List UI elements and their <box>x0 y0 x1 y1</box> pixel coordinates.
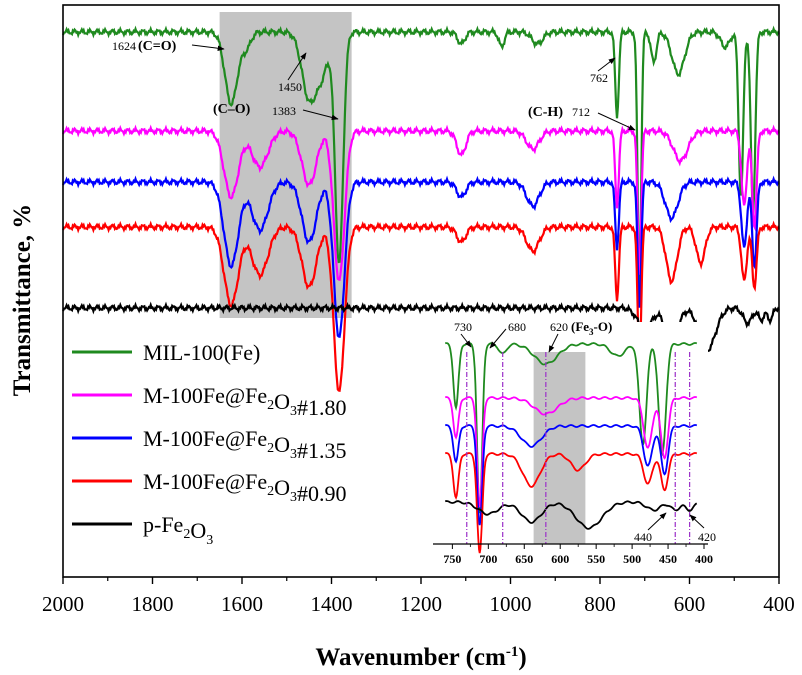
x-tick-label: 800 <box>584 592 616 616</box>
annotation-680: 680 <box>508 320 526 334</box>
annotation-ch: (C-H) <box>528 105 563 120</box>
series-line-pfe <box>61 301 780 353</box>
annotation-420: 420 <box>698 530 716 544</box>
inset-shaded-region <box>533 352 586 544</box>
annotation-1450: 1450 <box>278 80 302 94</box>
annotation-1624: 1624 (C=O) <box>112 39 177 54</box>
inset-x-tick-label: 750 <box>443 552 461 566</box>
x-tick-label: 1200 <box>400 592 442 616</box>
inset-annotations: 730 680 620 (Fe3-O) 440 420 <box>454 319 716 544</box>
x-axis-label: Wavenumber (cm-1) <box>315 644 526 671</box>
series-line-m180 <box>61 124 780 282</box>
annotation-730: 730 <box>454 320 472 334</box>
x-tick-label: 1000 <box>490 592 532 616</box>
annotation-440: 440 <box>634 530 652 544</box>
annotation-620: 620 (Fe3-O) <box>550 319 612 337</box>
inset-x-tick-label: 600 <box>551 552 569 566</box>
annotation-712: 712 <box>572 105 590 119</box>
legend-label-pfe: p-Fe2O3 <box>143 512 213 548</box>
annotation-co: (C–O) <box>213 102 251 117</box>
annotation-arrow <box>597 112 636 131</box>
inset-series-line-m180 <box>444 396 698 508</box>
annotation-1383: 1383 <box>272 104 296 118</box>
inset-x-tick-label: 500 <box>623 552 641 566</box>
inset-x-tick-label: 700 <box>479 552 497 566</box>
inset-series-line-mil <box>444 342 698 514</box>
inset-x-tick-label: 400 <box>695 552 713 566</box>
legend-label-m180: M-100Fe@Fe2O3#1.80 <box>143 383 347 420</box>
series-line-mil <box>61 25 780 287</box>
x-tick-label: 600 <box>674 592 706 616</box>
inset-series-line-m090 <box>444 452 698 554</box>
x-tick-label: 1800 <box>132 592 174 616</box>
legend: MIL-100(Fe) M-100Fe@Fe2O3#1.80 M-100Fe@Fe2… <box>72 340 347 548</box>
x-tick-label: 400 <box>763 592 795 616</box>
legend-label-m090: M-100Fe@Fe2O3#0.90 <box>143 469 347 506</box>
peak-annotations: 1624 (C=O) 1450 (C–O) 1383 762 (C-H) 712 <box>112 39 636 131</box>
inset-series-line-m135 <box>444 424 698 526</box>
series-line-m135 <box>61 175 780 339</box>
x-tick-label: 1400 <box>311 592 353 616</box>
annotation-arrow <box>191 44 225 51</box>
inset-chart: 750 700 650 600 550 500 450 400 730 680 620 (Fe3… <box>433 319 716 566</box>
x-tick-label: 2000 <box>42 592 84 616</box>
inset-x-tick-label: 550 <box>587 552 605 566</box>
legend-label-m135: M-100Fe@Fe2O3#1.35 <box>143 426 347 463</box>
series-line-m090 <box>61 220 780 393</box>
y-axis-label: Transmittance, % <box>9 204 36 397</box>
annotation-arrow <box>597 57 616 72</box>
annotation-762: 762 <box>590 71 608 85</box>
inset-series-line-pfe <box>444 500 698 530</box>
legend-label-mil: MIL-100(Fe) <box>143 340 260 365</box>
inset-x-tick-label: 650 <box>515 552 533 566</box>
x-tick-label: 1600 <box>221 592 263 616</box>
annotation-arrow <box>302 109 339 121</box>
inset-x-tick-label: 450 <box>659 552 677 566</box>
annotation-arrow <box>287 52 307 81</box>
